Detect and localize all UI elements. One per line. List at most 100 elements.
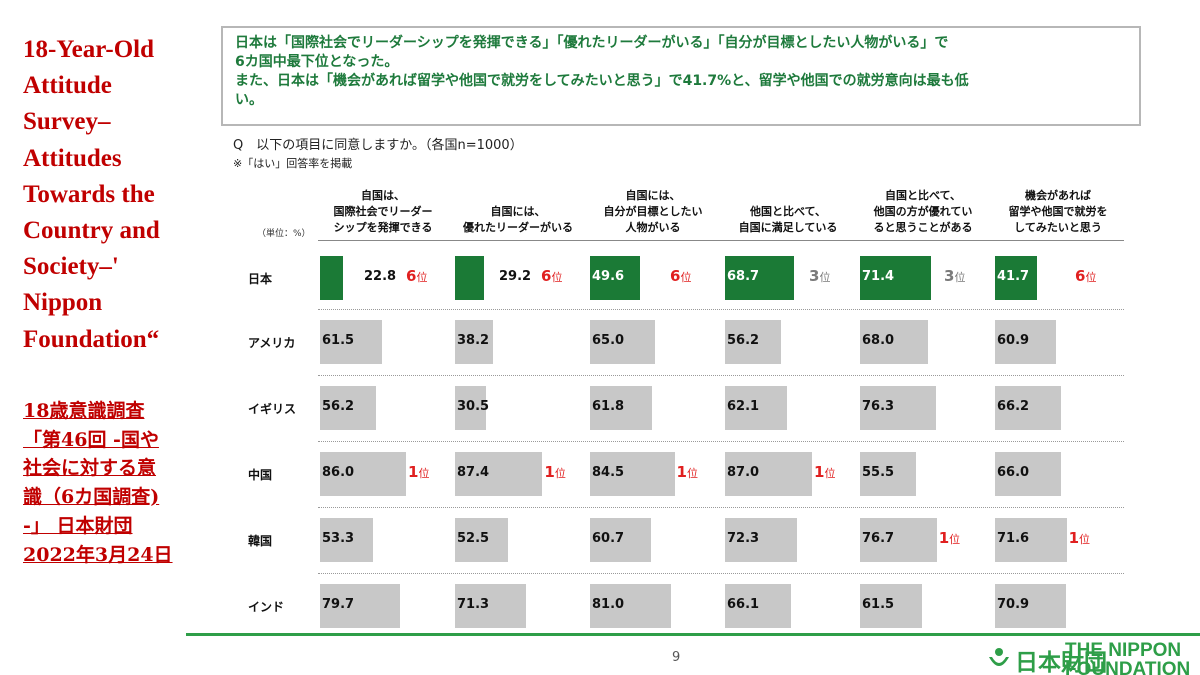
data-label: 56.2	[322, 399, 355, 414]
header-rule	[318, 240, 1124, 241]
rank-number: 1	[1068, 529, 1080, 547]
rank-label: 1位	[544, 463, 565, 481]
country-label: イギリス	[248, 402, 297, 416]
row-divider	[318, 441, 1124, 442]
data-label: 84.5	[592, 465, 625, 480]
bar	[320, 386, 377, 430]
data-label: 86.0	[322, 465, 355, 480]
logo-en-line-1: THE NIPPON	[1065, 641, 1182, 661]
rank-label: 3位	[809, 267, 830, 285]
bar	[455, 584, 527, 628]
rank-suffix: 位	[686, 467, 698, 480]
bar	[455, 256, 485, 300]
rank-number: 6	[541, 267, 552, 285]
data-label: 66.2	[997, 399, 1030, 414]
question-text: Q 以下の項目に同意しますか。（各国n=1000）	[233, 138, 523, 153]
data-label: 71.3	[457, 597, 490, 612]
page-number: 9	[672, 650, 681, 665]
data-label: 62.1	[727, 399, 760, 414]
bar	[455, 518, 508, 562]
data-label: 70.9	[997, 597, 1030, 612]
data-label: 68.7	[727, 269, 760, 284]
bar	[725, 518, 798, 562]
bar	[725, 452, 812, 496]
data-label: 53.3	[322, 531, 355, 546]
rank-suffix: 位	[680, 271, 692, 284]
footer-rule	[186, 633, 1200, 636]
data-label: 60.9	[997, 333, 1030, 348]
rank-suffix: 位	[551, 271, 563, 284]
data-label: 61.5	[862, 597, 895, 612]
rank-suffix: 位	[1085, 271, 1097, 284]
bar	[590, 518, 651, 562]
column-header: 自国と比べて、 他国の方が優れてい ると思うことがある	[873, 189, 973, 234]
rank-label: 6位	[541, 267, 562, 285]
data-label: 61.8	[592, 399, 625, 414]
column-header: 機会があれば 留学や他国で就労を してみたいと思う	[1008, 189, 1108, 234]
data-label: 52.5	[457, 531, 490, 546]
bar	[455, 452, 543, 496]
rank-suffix: 位	[819, 271, 831, 284]
summary-box: 日本は「国際社会でリーダーシップを発揮できる」「優れたリーダーがいる」「自分が目…	[221, 26, 1141, 126]
rank-number: 1	[544, 463, 555, 481]
nippon-foundation-logo: 日本財団 THE NIPPON FOUNDATION	[985, 641, 1200, 675]
row-divider	[318, 507, 1124, 508]
data-label: 76.7	[862, 531, 895, 546]
bar	[320, 256, 343, 300]
column-header: 他国と比べて、 自国に満足している	[738, 205, 838, 234]
rank-label: 1位	[408, 463, 429, 481]
rank-suffix: 位	[954, 271, 966, 284]
data-label: 87.0	[727, 465, 760, 480]
rank-number: 3	[809, 267, 820, 285]
column-header: 自国には、 自分が目標としたい 人物がいる	[603, 189, 703, 234]
citation-line: -」 日本財団	[23, 514, 133, 537]
bar	[725, 320, 782, 364]
data-label: 72.3	[727, 531, 760, 546]
bar	[860, 320, 928, 364]
country-label: 日本	[248, 272, 273, 286]
bar	[455, 386, 486, 430]
bar	[320, 584, 400, 628]
rank-label: 6位	[1075, 267, 1096, 285]
bar	[995, 256, 1037, 300]
citation-line: 識（6カ国調査)	[23, 486, 160, 509]
country-label: 韓国	[248, 534, 273, 548]
column-header: 自国には、 優れたリーダーがいる	[463, 205, 573, 234]
bar	[860, 256, 932, 300]
english-title: 18-Year-Old Attitude Survey–Attitudes To…	[23, 36, 160, 353]
citation-line: 2022年3月24日	[23, 543, 173, 566]
data-label: 66.1	[727, 597, 760, 612]
data-label: 76.3	[862, 399, 895, 414]
citation-line: 18歳意識調査	[23, 400, 145, 422]
summary-line: 6カ国中最下位となった。	[235, 54, 399, 70]
rank-label: 1位	[939, 529, 960, 547]
data-label: 38.2	[457, 333, 490, 348]
summary-line: い。	[235, 92, 263, 108]
rank-suffix: 位	[824, 467, 836, 480]
row-divider	[318, 375, 1124, 376]
bar	[590, 320, 655, 364]
bar	[995, 584, 1066, 628]
japanese-source-citation[interactable]: 18歳意識調査 「第46回 -国や 社会に対する意 識（6カ国調査) -」 日本財団 20…	[23, 397, 213, 569]
rank-label: 1位	[814, 463, 835, 481]
bar	[320, 452, 406, 496]
data-label: 60.7	[592, 531, 625, 546]
rank-label: 3位	[944, 267, 965, 285]
citation-line: 「第46回 -国や	[23, 428, 159, 451]
data-label: 71.6	[997, 531, 1030, 546]
rank-suffix: 位	[418, 467, 430, 480]
country-label: 中国	[248, 468, 273, 482]
summary-line: また、日本は「機会があれば留学や他国で就労をしてみたいと思う」で41.7%と、留…	[235, 73, 969, 89]
bar	[455, 320, 494, 364]
bar	[860, 386, 937, 430]
bar	[590, 584, 671, 628]
data-label: 65.0	[592, 333, 625, 348]
logo-en-text: THE NIPPON FOUNDATION	[1065, 641, 1190, 675]
note-text: ※「はい」回答率を掲載	[233, 157, 353, 170]
bar	[320, 320, 382, 364]
rank-number: 6	[670, 267, 681, 285]
rank-label: 1位	[677, 463, 698, 481]
data-label: 55.5	[862, 465, 895, 480]
bar	[725, 386, 788, 430]
unit-label: （単位：%）	[257, 229, 311, 239]
